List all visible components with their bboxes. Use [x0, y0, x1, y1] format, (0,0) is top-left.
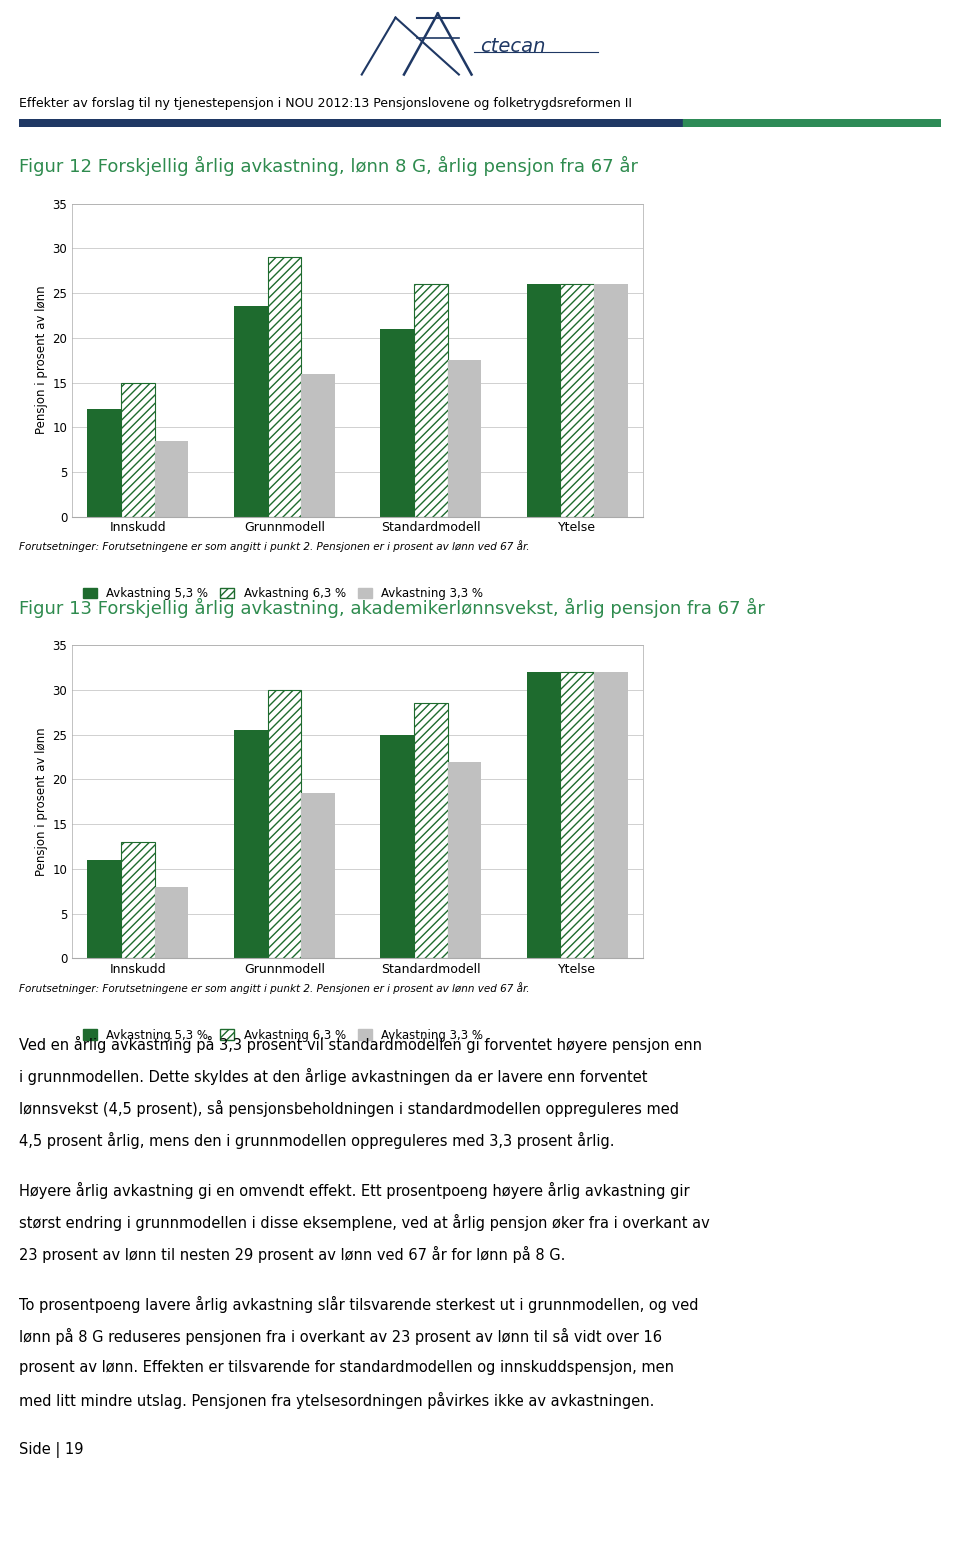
Text: 4,5 prosent årlig, mens den i grunnmodellen oppreguleres med 3,3 prosent årlig.: 4,5 prosent årlig, mens den i grunnmodel… [19, 1132, 614, 1149]
Text: To prosentpoeng lavere årlig avkastning slår tilsvarende sterkest ut i grunnmode: To prosentpoeng lavere årlig avkastning … [19, 1295, 699, 1312]
Text: 23 prosent av lønn til nesten 29 prosent av lønn ved 67 år for lønn på 8 G.: 23 prosent av lønn til nesten 29 prosent… [19, 1247, 565, 1262]
Bar [19, 119, 683, 127]
Text: Figur 13 Forskjellig årlig avkastning, akademikerlønnsvekst, årlig pensjon fra 6: Figur 13 Forskjellig årlig avkastning, a… [19, 598, 765, 617]
Bar [87, 409, 121, 517]
Text: Figur 12 Forskjellig årlig avkastning, lønn 8 G, årlig pensjon fra 67 år: Figur 12 Forskjellig årlig avkastning, l… [19, 157, 638, 175]
Bar [87, 860, 121, 958]
Bar [447, 761, 481, 958]
Bar [594, 283, 628, 517]
Text: ctecan: ctecan [480, 36, 545, 55]
Bar [527, 283, 561, 517]
Bar [683, 119, 941, 127]
Text: Forutsetninger: Forutsetningene er som angitt i punkt 2. Pensjonen er i prosent : Forutsetninger: Forutsetningene er som a… [19, 540, 530, 553]
Text: prosent av lønn. Effekten er tilsvarende for standardmodellen og innskuddspensjo: prosent av lønn. Effekten er tilsvarende… [19, 1359, 674, 1375]
Text: i grunnmodellen. Dette skyldes at den årlige avkastningen da er lavere enn forve: i grunnmodellen. Dette skyldes at den år… [19, 1068, 648, 1085]
Text: Effekter av forslag til ny tjenestepensjon i NOU 2012:13 Pensjonslovene og folke: Effekter av forslag til ny tjenestepensj… [19, 97, 633, 110]
Bar [155, 440, 188, 517]
Bar [155, 886, 188, 958]
Bar [561, 283, 594, 517]
Bar [301, 792, 335, 958]
Bar [301, 374, 335, 517]
Bar [234, 730, 268, 958]
Text: med litt mindre utslag. Pensjonen fra ytelsesordningen påvirkes ikke av avkastni: med litt mindre utslag. Pensjonen fra yt… [19, 1392, 655, 1409]
Text: Høyere årlig avkastning gi en omvendt effekt. Ett prosentpoeng høyere årlig avka: Høyere årlig avkastning gi en omvendt ef… [19, 1182, 690, 1200]
Bar [121, 843, 155, 958]
Legend: Avkastning 5,3 %, Avkastning 6,3 %, Avkastning 3,3 %: Avkastning 5,3 %, Avkastning 6,3 %, Avka… [78, 1024, 488, 1046]
Text: Ved en årlig avkastning på 3,3 prosent vil standardmodellen gi forventet høyere : Ved en årlig avkastning på 3,3 prosent v… [19, 1037, 702, 1052]
Text: Side | 19: Side | 19 [19, 1442, 84, 1458]
Text: lønnsvekst (4,5 prosent), så pensjonsbeholdningen i standardmodellen oppregulere: lønnsvekst (4,5 prosent), så pensjonsbeh… [19, 1099, 680, 1117]
Text: lønn på 8 G reduseres pensjonen fra i overkant av 23 prosent av lønn til så vidt: lønn på 8 G reduseres pensjonen fra i ov… [19, 1328, 662, 1345]
Bar [414, 283, 447, 517]
Bar [380, 329, 414, 517]
Bar [447, 360, 481, 517]
Legend: Avkastning 5,3 %, Avkastning 6,3 %, Avkastning 3,3 %: Avkastning 5,3 %, Avkastning 6,3 %, Avka… [78, 583, 488, 604]
Text: Forutsetninger: Forutsetningene er som angitt i punkt 2. Pensjonen er i prosent : Forutsetninger: Forutsetningene er som a… [19, 982, 530, 994]
Bar [414, 703, 447, 958]
Bar [121, 382, 155, 517]
Y-axis label: Pensjon i prosent av lønn: Pensjon i prosent av lønn [36, 728, 48, 875]
Bar [268, 257, 301, 517]
Bar [234, 307, 268, 517]
Y-axis label: Pensjon i prosent av lønn: Pensjon i prosent av lønn [36, 287, 48, 434]
Bar [527, 672, 561, 958]
Bar [380, 734, 414, 958]
Bar [268, 691, 301, 958]
Text: størst endring i grunnmodellen i disse eksemplene, ved at årlig pensjon øker fra: størst endring i grunnmodellen i disse e… [19, 1214, 710, 1231]
Bar [594, 672, 628, 958]
Bar [561, 672, 594, 958]
